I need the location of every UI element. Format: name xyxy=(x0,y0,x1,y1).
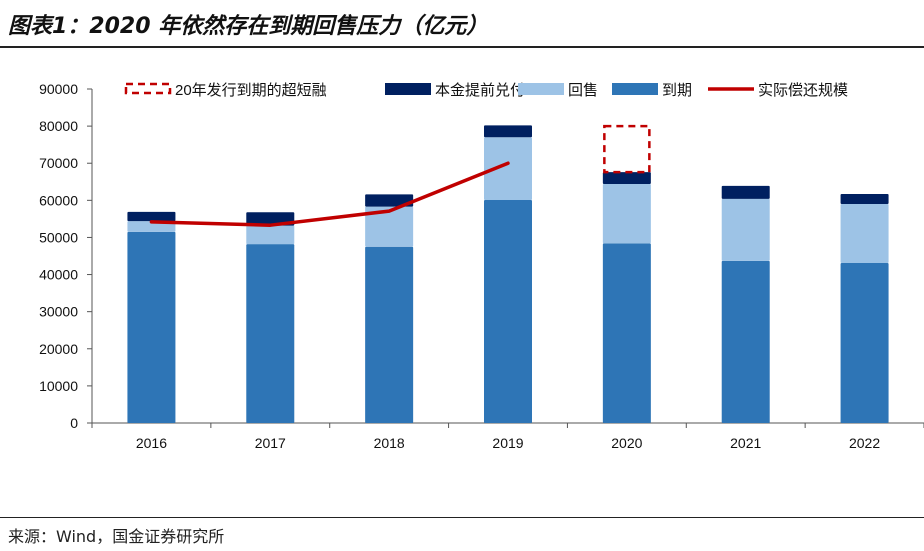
bar-本金提前兑付 xyxy=(721,185,770,199)
legend-swatch xyxy=(518,83,564,95)
bar-本金提前兑付 xyxy=(365,194,414,207)
bar-到期 xyxy=(602,243,651,423)
bar-回售 xyxy=(246,225,295,245)
y-tick-label: 90000 xyxy=(39,81,78,97)
y-tick-label: 40000 xyxy=(39,267,78,283)
figure-title: 图表1：2020 年依然存在到期回售压力（亿元） xyxy=(8,14,489,39)
legend-swatch xyxy=(612,83,658,95)
x-tick-label: 2019 xyxy=(492,435,523,451)
bar-回售 xyxy=(602,184,651,244)
chart: 0 10000 20000 30000 40000 50000 60000 70000 8000… xyxy=(39,81,924,451)
bar-到期 xyxy=(721,260,770,423)
y-tick-label: 80000 xyxy=(39,118,78,134)
x-tick-label: 2016 xyxy=(136,435,167,451)
bar-到期 xyxy=(127,231,176,423)
y-tick-label: 50000 xyxy=(39,229,78,245)
legend-swatch xyxy=(124,82,172,95)
bar-到期 xyxy=(365,246,414,423)
title-divider xyxy=(0,46,924,48)
bar-dashed-20年发行到期的超短融 xyxy=(603,124,651,174)
source-note: 来源：Wind，国金证券研究所 xyxy=(8,527,225,546)
legend-label: 实际偿还规模 xyxy=(758,82,848,99)
x-tick-label: 2020 xyxy=(611,435,642,451)
bar-本金提前兑付 xyxy=(127,211,176,222)
legend-label: 本金提前兑付 xyxy=(435,82,525,99)
bar-回售 xyxy=(721,198,770,261)
x-tick-label: 2022 xyxy=(849,435,880,451)
line-实际偿还规模 xyxy=(149,161,510,227)
bar-回售 xyxy=(365,206,414,247)
y-tick-label: 70000 xyxy=(39,155,78,171)
y-tick-label: 10000 xyxy=(39,378,78,394)
legend-swatch xyxy=(385,83,431,95)
bar-到期 xyxy=(246,244,295,423)
source-divider xyxy=(0,517,924,518)
y-tick-label: 0 xyxy=(70,415,78,431)
bar-到期 xyxy=(840,263,889,423)
bar-本金提前兑付 xyxy=(602,172,651,185)
y-tick-label: 30000 xyxy=(39,304,78,320)
legend-label: 回售 xyxy=(568,82,598,99)
y-tick-label: 60000 xyxy=(39,192,78,208)
y-tick-label: 20000 xyxy=(39,341,78,357)
x-tick-label: 2021 xyxy=(730,435,761,451)
bar-回售 xyxy=(840,204,889,264)
bar-本金提前兑付 xyxy=(484,125,532,138)
bar-到期 xyxy=(484,199,532,423)
bar-回售 xyxy=(484,137,532,200)
legend-label: 20年发行到期的超短融 xyxy=(175,82,327,99)
bar-本金提前兑付 xyxy=(840,194,889,205)
x-tick-label: 2018 xyxy=(374,435,405,451)
legend-label: 到期 xyxy=(662,82,692,99)
x-tick-label: 2017 xyxy=(255,435,286,451)
